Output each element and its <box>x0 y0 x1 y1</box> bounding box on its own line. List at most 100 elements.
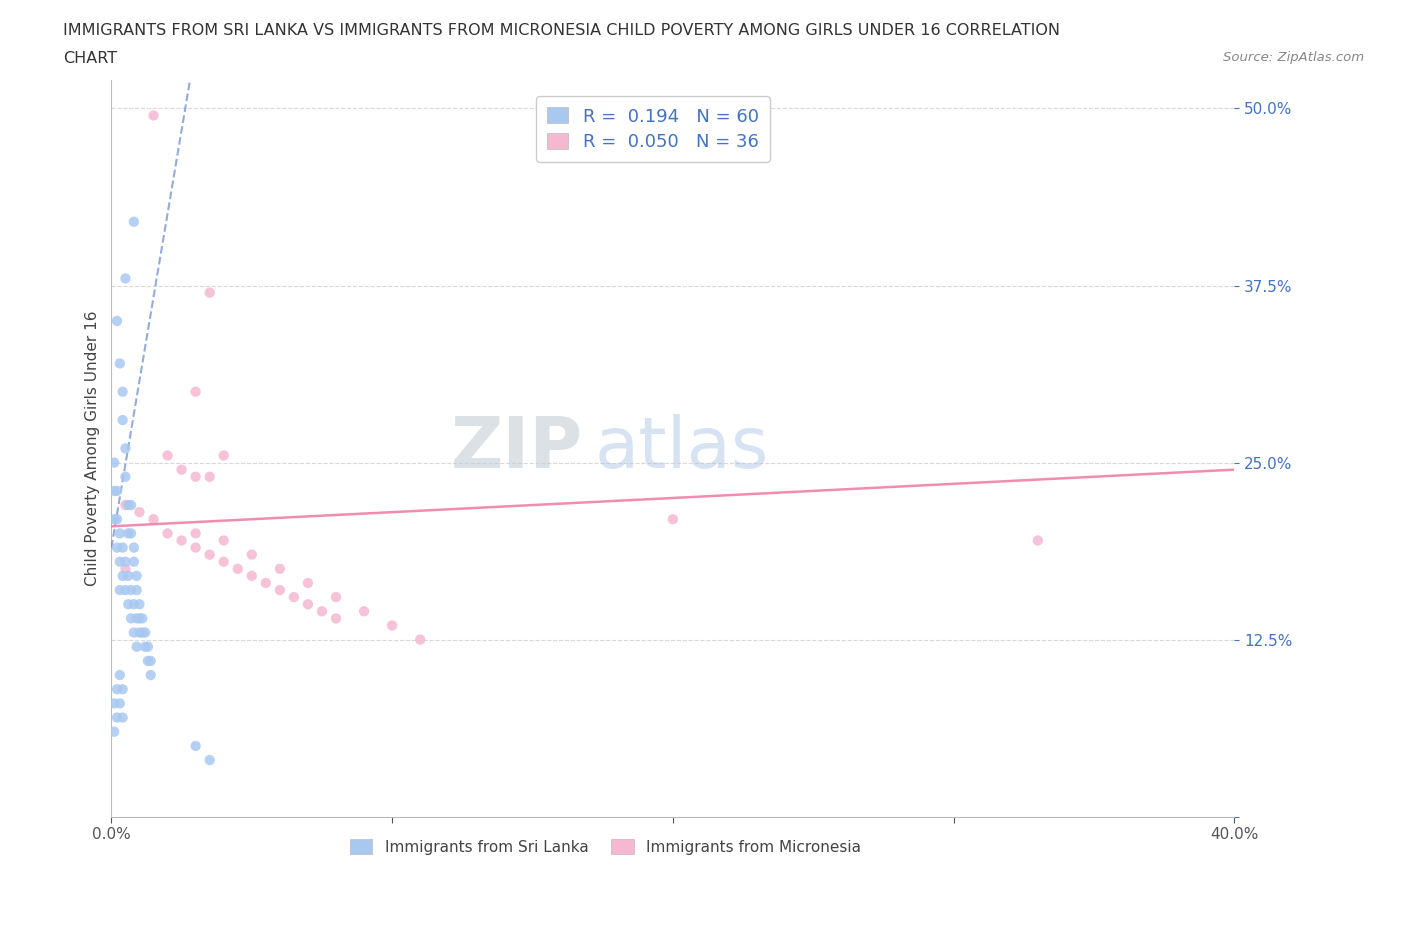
Point <box>139 668 162 683</box>
Point <box>103 512 125 526</box>
Point <box>198 470 221 485</box>
Point <box>103 455 125 470</box>
Point <box>128 597 150 612</box>
Point <box>122 597 145 612</box>
Point <box>114 498 136 512</box>
Point <box>131 625 153 640</box>
Point <box>114 554 136 569</box>
Point <box>170 533 193 548</box>
Point <box>122 540 145 555</box>
Point <box>114 562 136 577</box>
Point <box>117 568 139 583</box>
Point <box>240 568 263 583</box>
Point <box>111 711 134 725</box>
Point <box>120 526 142 541</box>
Point <box>128 625 150 640</box>
Point <box>131 611 153 626</box>
Point <box>103 696 125 711</box>
Point <box>269 562 291 577</box>
Point <box>184 384 207 399</box>
Point <box>184 470 207 485</box>
Point <box>111 413 134 428</box>
Point <box>136 639 159 654</box>
Point <box>108 582 131 597</box>
Point <box>297 576 319 591</box>
Point <box>142 512 165 526</box>
Point <box>156 448 179 463</box>
Point <box>184 540 207 555</box>
Point <box>381 618 404 633</box>
Point <box>198 752 221 767</box>
Point <box>105 313 128 328</box>
Point <box>662 512 685 526</box>
Point <box>117 526 139 541</box>
Y-axis label: Child Poverty Among Girls Under 16: Child Poverty Among Girls Under 16 <box>86 311 100 586</box>
Point <box>122 214 145 229</box>
Point <box>120 611 142 626</box>
Point <box>212 554 235 569</box>
Point <box>114 582 136 597</box>
Point <box>117 498 139 512</box>
Point <box>111 682 134 697</box>
Point <box>105 540 128 555</box>
Point <box>125 639 148 654</box>
Point <box>108 668 131 683</box>
Legend: Immigrants from Sri Lanka, Immigrants from Micronesia: Immigrants from Sri Lanka, Immigrants fr… <box>343 833 868 860</box>
Point <box>142 108 165 123</box>
Point <box>170 462 193 477</box>
Point <box>103 724 125 739</box>
Point <box>120 582 142 597</box>
Point <box>105 682 128 697</box>
Point <box>134 625 156 640</box>
Point <box>108 526 131 541</box>
Text: CHART: CHART <box>63 51 117 66</box>
Point <box>1026 533 1049 548</box>
Point <box>269 582 291 597</box>
Point <box>117 597 139 612</box>
Point <box>108 696 131 711</box>
Point <box>139 654 162 669</box>
Point <box>184 738 207 753</box>
Point <box>111 540 134 555</box>
Text: ZIP: ZIP <box>451 414 583 483</box>
Point <box>114 271 136 286</box>
Point <box>114 470 136 485</box>
Text: atlas: atlas <box>595 414 769 483</box>
Point <box>311 604 333 618</box>
Point <box>105 512 128 526</box>
Text: Source: ZipAtlas.com: Source: ZipAtlas.com <box>1223 51 1364 64</box>
Text: IMMIGRANTS FROM SRI LANKA VS IMMIGRANTS FROM MICRONESIA CHILD POVERTY AMONG GIRL: IMMIGRANTS FROM SRI LANKA VS IMMIGRANTS … <box>63 23 1060 38</box>
Point <box>125 582 148 597</box>
Point <box>128 505 150 520</box>
Point <box>125 568 148 583</box>
Point <box>105 484 128 498</box>
Point <box>240 547 263 562</box>
Point <box>325 611 347 626</box>
Point <box>114 441 136 456</box>
Point <box>212 533 235 548</box>
Point <box>297 597 319 612</box>
Point <box>353 604 375 618</box>
Point <box>108 356 131 371</box>
Point <box>103 484 125 498</box>
Point <box>125 611 148 626</box>
Point <box>226 562 249 577</box>
Point <box>212 448 235 463</box>
Point <box>136 654 159 669</box>
Point <box>122 625 145 640</box>
Point <box>156 526 179 541</box>
Point <box>254 576 277 591</box>
Point <box>105 711 128 725</box>
Point <box>325 590 347 604</box>
Point <box>184 526 207 541</box>
Point <box>122 554 145 569</box>
Point <box>409 632 432 647</box>
Point <box>108 554 131 569</box>
Point <box>283 590 305 604</box>
Point <box>128 611 150 626</box>
Point <box>120 498 142 512</box>
Point <box>134 639 156 654</box>
Point <box>111 384 134 399</box>
Point <box>198 547 221 562</box>
Point <box>198 286 221 300</box>
